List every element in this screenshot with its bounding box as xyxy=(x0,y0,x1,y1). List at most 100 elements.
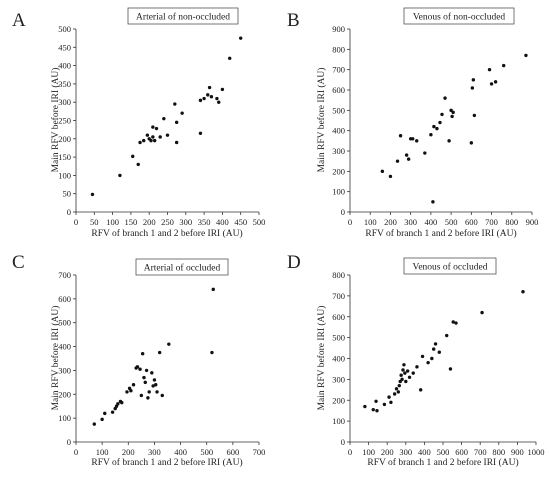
data-point xyxy=(239,36,243,40)
y-tick-label: 400 xyxy=(332,354,345,364)
data-point xyxy=(228,56,232,60)
data-point xyxy=(154,126,159,131)
x-tick-label: 400 xyxy=(418,447,431,457)
data-point xyxy=(209,95,214,99)
data-point xyxy=(150,371,154,375)
data-point xyxy=(198,131,203,136)
data-point xyxy=(138,140,142,145)
x-tick-label: 0 xyxy=(348,217,352,227)
y-tick-label: 600 xyxy=(332,312,345,322)
data-point xyxy=(445,333,449,338)
x-tick-label: 100 xyxy=(106,217,119,227)
x-tick-label: 500 xyxy=(445,217,458,227)
data-point xyxy=(420,354,425,359)
x-tick-label: 200 xyxy=(384,217,397,227)
data-point xyxy=(471,78,476,82)
x-tick-label: 700 xyxy=(485,217,498,227)
data-point xyxy=(118,173,122,178)
y-tick-label: 600 xyxy=(58,294,71,304)
data-point xyxy=(140,352,145,356)
y-tick-label: 200 xyxy=(332,395,345,405)
y-tick-label: 100 xyxy=(58,170,71,180)
y-tick-label: 100 xyxy=(332,416,345,426)
y-tick-label: 500 xyxy=(58,24,71,34)
data-point xyxy=(129,389,133,393)
data-point xyxy=(451,320,455,324)
x-tick-label: 900 xyxy=(511,447,524,457)
data-point xyxy=(125,390,129,394)
data-point xyxy=(388,174,393,179)
data-point xyxy=(136,162,140,167)
x-tick-label: 400 xyxy=(425,217,438,227)
data-point xyxy=(387,395,391,399)
data-point xyxy=(116,402,120,406)
data-point xyxy=(423,151,427,155)
data-point xyxy=(158,135,162,139)
data-point xyxy=(151,125,155,129)
data-point xyxy=(431,200,435,204)
x-tick-label: 800 xyxy=(505,217,518,227)
data-point xyxy=(411,371,415,375)
x-tick-label: 200 xyxy=(122,447,135,457)
data-point xyxy=(139,393,144,398)
chart-title-box xyxy=(135,258,229,276)
data-point xyxy=(202,96,206,101)
y-tick-label: 400 xyxy=(58,61,71,71)
x-tick-label: 500 xyxy=(200,447,213,457)
y-tick-label: 100 xyxy=(58,413,71,423)
scatter-panel-c: C Arterial of occluded 0 100 200 300 400 500 600… xyxy=(12,252,265,468)
y-tick-label: 300 xyxy=(58,97,71,107)
data-point xyxy=(180,111,184,115)
data-point xyxy=(404,153,409,157)
y-tick-label: 0 xyxy=(341,207,345,217)
y-tick-label: 200 xyxy=(332,166,345,176)
y-tick-label: 400 xyxy=(332,126,345,136)
data-point xyxy=(143,380,147,385)
y-tick-label: 50 xyxy=(63,189,72,199)
data-point xyxy=(174,120,179,125)
data-point xyxy=(152,378,157,382)
data-point xyxy=(167,342,171,346)
x-tick-label: 600 xyxy=(465,217,478,227)
x-tick-label: 800 xyxy=(492,447,505,457)
x-tick-label: 450 xyxy=(234,217,247,227)
data-point xyxy=(432,124,436,129)
chart-title-box xyxy=(403,7,515,25)
data-point xyxy=(394,387,399,391)
data-point xyxy=(493,80,498,84)
x-axis-label: RFV of branch 1 and 2 before IRI (AU) xyxy=(367,457,518,468)
chart-title: Venous of occluded xyxy=(413,262,488,273)
data-point xyxy=(374,399,378,403)
x-tick-label: 200 xyxy=(381,447,394,457)
data-point xyxy=(415,365,419,369)
x-tick-label: 700 xyxy=(253,447,266,457)
data-point xyxy=(430,356,434,361)
y-tick-label: 500 xyxy=(58,318,71,328)
data-point xyxy=(110,410,115,414)
data-point xyxy=(207,85,212,90)
x-tick-label: 0 xyxy=(348,447,352,457)
x-tick-label: 1000 xyxy=(528,447,545,457)
data-point xyxy=(487,67,492,72)
panel-letter: D xyxy=(287,252,301,273)
data-point xyxy=(211,287,215,292)
data-point xyxy=(217,100,221,104)
data-point xyxy=(432,347,436,351)
data-point xyxy=(396,390,401,394)
data-point xyxy=(371,407,375,412)
x-tick-label: 100 xyxy=(364,217,377,227)
x-tick-label: 900 xyxy=(526,217,539,227)
data-point xyxy=(469,141,474,145)
data-point xyxy=(145,133,150,137)
data-point xyxy=(404,379,408,384)
data-point xyxy=(142,375,146,380)
data-point xyxy=(135,365,140,369)
data-point xyxy=(165,133,170,137)
scatter-panel-b: B Venous of non-occluded 0 100 200 300 400 500 6… xyxy=(287,7,539,239)
data-point xyxy=(131,154,135,159)
data-point xyxy=(157,350,162,355)
y-tick-label: 400 xyxy=(58,342,71,352)
y-tick-label: 200 xyxy=(58,134,71,144)
data-point xyxy=(142,138,146,143)
